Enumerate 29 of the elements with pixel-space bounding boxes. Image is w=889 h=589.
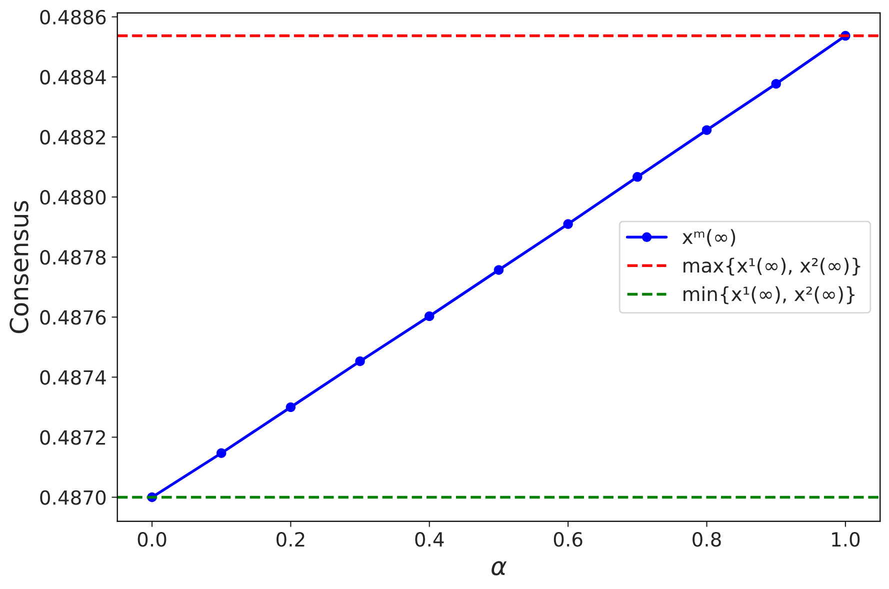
point bbox=[632, 172, 642, 182]
point bbox=[355, 356, 365, 366]
x-tick-label: 1.0 bbox=[832, 532, 860, 547]
x-tick-label: 0.2 bbox=[276, 532, 304, 547]
point bbox=[424, 311, 434, 322]
y-axis-title: Consensus bbox=[10, 200, 28, 334]
y-tick-label: 0.4880 bbox=[40, 190, 106, 205]
x-tick-label: 0.8 bbox=[692, 532, 721, 547]
point bbox=[216, 448, 226, 458]
legend-label: min{x¹(∞), x²(∞)} bbox=[684, 286, 854, 304]
legend-label: xᵐ(∞) bbox=[682, 229, 736, 246]
x-tick-label: 0.4 bbox=[415, 532, 444, 547]
point bbox=[563, 219, 573, 229]
y-tick-label: 0.4876 bbox=[40, 310, 106, 325]
point bbox=[494, 265, 504, 275]
point bbox=[286, 402, 296, 412]
x-tick-label: 0.0 bbox=[138, 532, 166, 547]
y-tick-label: 0.4870 bbox=[40, 490, 106, 505]
y-tick-label: 0.4882 bbox=[40, 130, 105, 145]
x-axis-title: α bbox=[492, 561, 507, 576]
legend-label: max{x¹(∞), x²(∞)} bbox=[684, 258, 860, 276]
x-tick-label: 0.6 bbox=[554, 532, 582, 547]
y-tick-label: 0.4874 bbox=[40, 370, 106, 385]
point bbox=[771, 78, 781, 89]
y-tick-label: 0.4884 bbox=[40, 70, 106, 85]
y-tick-label: 0.4872 bbox=[40, 430, 105, 445]
point bbox=[702, 125, 712, 135]
y-tick-label: 0.4878 bbox=[40, 250, 106, 265]
y-tick-label: 0.4886 bbox=[40, 10, 106, 25]
